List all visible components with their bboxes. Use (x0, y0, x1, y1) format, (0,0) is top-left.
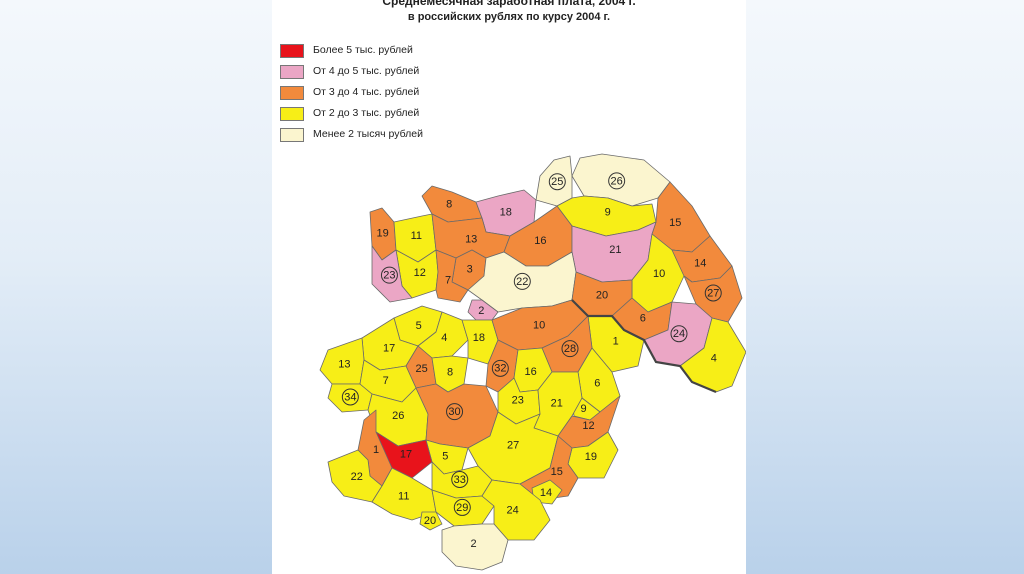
region-number: 10 (533, 319, 545, 331)
center-marker (513, 272, 531, 290)
region-number: 15 (551, 466, 563, 478)
region-number: 2 (470, 538, 476, 550)
region-number: 6 (640, 313, 646, 325)
region-number: 7 (445, 275, 451, 287)
region-number: 18 (473, 332, 485, 344)
region-number: 21 (551, 398, 563, 410)
region-number: 7 (383, 375, 389, 387)
region-number: 1 (373, 444, 379, 456)
center-marker (670, 325, 688, 343)
legend-swatch (280, 65, 304, 79)
region-number: 26 (392, 410, 404, 422)
region-number: 27 (707, 287, 719, 299)
country-border (571, 299, 717, 394)
center-marker (704, 284, 722, 302)
region-31-s[interactable] (419, 511, 443, 531)
region-number: 14 (540, 487, 552, 499)
region-number: 18 (500, 206, 512, 218)
region-number: 24 (507, 504, 519, 516)
region-number: 14 (694, 257, 706, 269)
center-marker (341, 388, 359, 406)
region-number: 21 (609, 244, 621, 256)
region-number: 1 (613, 336, 619, 348)
region-number: 13 (338, 359, 350, 371)
region-number: 24 (673, 328, 685, 340)
legend-label: От 3 до 4 тыс. рублей (313, 86, 420, 98)
region-number: 32 (494, 363, 506, 375)
region-number: 4 (711, 353, 717, 365)
region-number: 33 (454, 474, 466, 486)
region-number: 17 (400, 449, 412, 461)
region-number: 34 (344, 391, 356, 403)
legend-swatch (280, 107, 304, 121)
region-number: 17 (383, 343, 395, 355)
region-number: 4 (441, 332, 447, 344)
region-number: 19 (377, 227, 389, 239)
legend-swatch (280, 128, 304, 142)
region-number: 25 (415, 363, 427, 375)
region-number: 16 (534, 235, 546, 247)
map-title: Среднемесячная заработная плата, 2004 г. (382, 0, 636, 8)
region-number: 8 (446, 199, 452, 211)
legend-label: Менее 2 тысяч рублей (313, 128, 423, 140)
center-marker (446, 403, 464, 421)
region-number: 9 (605, 207, 611, 219)
region-number: 5 (442, 451, 448, 463)
legend-swatch (280, 44, 304, 58)
region-number: 2 (478, 305, 484, 317)
region-number: 22 (351, 471, 363, 483)
region-number: 23 (512, 395, 524, 407)
region-number: 28 (564, 343, 576, 355)
legend-label: От 2 до 3 тыс. рублей (313, 107, 420, 119)
region-number: 16 (525, 366, 537, 378)
region-number: 11 (411, 230, 422, 242)
region-number: 5 (416, 320, 422, 332)
center-marker (491, 359, 509, 377)
region-number: 27 (507, 439, 519, 451)
region-number: 9 (581, 403, 587, 415)
legend-swatch (280, 86, 304, 100)
region-number: 6 (594, 377, 600, 389)
region-number: 30 (448, 406, 460, 418)
region-number: 23 (383, 270, 395, 282)
center-marker (453, 498, 471, 516)
region-number: 29 (456, 502, 468, 514)
region-number: 12 (582, 420, 594, 432)
legend-label: Более 5 тыс. рублей (313, 44, 413, 56)
region-number: 20 (596, 289, 608, 301)
region-number: 20 (424, 515, 436, 527)
center-marker (548, 173, 566, 191)
center-marker (608, 172, 626, 190)
slide: Среднемесячная заработная плата, 2004 г.… (272, 0, 746, 574)
region-number: 15 (669, 217, 681, 229)
center-marker (380, 266, 398, 284)
region-3-s[interactable] (441, 523, 509, 571)
region-number: 12 (414, 267, 426, 279)
region-2-s[interactable] (481, 479, 551, 541)
region-number: 26 (611, 175, 623, 187)
region-number: 10 (653, 268, 665, 280)
legend-label: От 4 до 5 тыс. рублей (313, 65, 420, 77)
region-number: 8 (447, 366, 453, 378)
region-number: 11 (398, 491, 409, 503)
region-2[interactable] (435, 249, 469, 303)
region-number: 25 (551, 176, 563, 188)
region-number: 19 (585, 451, 597, 463)
region-number: 22 (516, 276, 528, 288)
map-subtitle: в российских рублях по курсу 2004 г. (407, 11, 611, 23)
center-marker (561, 340, 579, 358)
region-number: 3 (467, 263, 473, 275)
center-marker (451, 471, 469, 488)
region-number: 13 (465, 233, 477, 245)
